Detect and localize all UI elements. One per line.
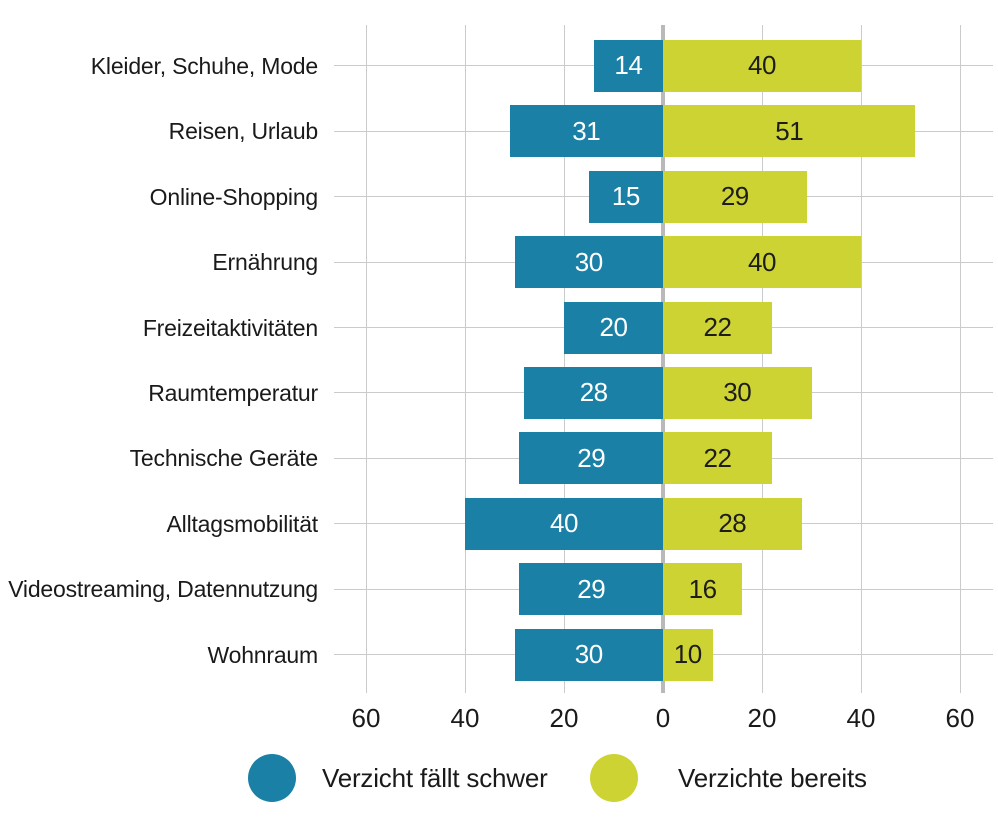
bar-value-label: 16 (688, 573, 717, 604)
bar-value-label: 29 (577, 442, 606, 473)
bar-verzichte-bereits: 28 (663, 497, 802, 550)
bar-verzicht-faellt-schwer: 40 (465, 497, 663, 550)
bar-value-label: 10 (673, 639, 702, 670)
bar-value-label: 28 (579, 377, 608, 408)
bar-value-label: 29 (577, 573, 606, 604)
x-axis-tick-label: 20 (549, 703, 579, 733)
legend-swatch-circle-green (590, 754, 638, 802)
legend-label: Verzicht fällt schwer (322, 763, 548, 793)
bar-verzicht-faellt-schwer: 15 (588, 170, 663, 223)
category-label: Videostreaming, Datennutzung (8, 576, 318, 603)
bar-verzicht-faellt-schwer: 30 (514, 236, 663, 289)
bar-verzicht-faellt-schwer: 30 (514, 628, 663, 681)
vertical-gridline (761, 25, 763, 693)
bar-verzichte-bereits: 30 (663, 366, 812, 419)
bar-value-label: 30 (574, 639, 603, 670)
vertical-gridline (959, 25, 961, 693)
bar-verzicht-faellt-schwer: 20 (564, 301, 663, 354)
bar-verzichte-bereits: 10 (663, 628, 713, 681)
bar-value-label: 31 (572, 115, 601, 146)
bar-verzichte-bereits: 40 (663, 39, 861, 92)
x-axis-tick-label: 40 (846, 703, 876, 733)
bar-value-label: 40 (748, 50, 776, 81)
legend-swatch-circle-blue (248, 754, 296, 802)
category-label: Kleider, Schuhe, Mode (90, 52, 318, 79)
bar-verzichte-bereits: 29 (663, 170, 807, 223)
bar-verzicht-faellt-schwer: 28 (524, 366, 663, 419)
x-axis-tick-label: 60 (351, 703, 381, 733)
zero-axis-line (661, 25, 665, 693)
bar-value-label: 40 (748, 246, 776, 277)
category-label: Ernährung (212, 249, 318, 276)
category-label: Technische Geräte (129, 445, 319, 472)
vertical-gridline (563, 25, 565, 693)
bar-verzichte-bereits: 16 (663, 563, 743, 616)
category-label: Wohnraum (207, 641, 319, 668)
bar-verzicht-faellt-schwer: 14 (593, 39, 663, 92)
bar-value-label: 30 (723, 377, 752, 408)
bar-verzicht-faellt-schwer: 29 (519, 432, 663, 485)
bar-verzichte-bereits: 22 (663, 432, 772, 485)
category-label: Reisen, Urlaub (168, 118, 319, 145)
bar-value-label: 14 (614, 50, 643, 81)
x-axis-tick-label: 40 (450, 703, 480, 733)
category-label: Freizeitaktivitäten (142, 314, 318, 341)
vertical-gridline (365, 25, 367, 693)
legend: Verzicht fällt schwer Verzichte bereits (0, 740, 998, 821)
bar-verzichte-bereits: 40 (663, 236, 861, 289)
bar-value-label: 30 (574, 246, 603, 277)
bar-verzichte-bereits: 51 (663, 105, 916, 158)
bar-value-label: 29 (720, 181, 749, 212)
bar-value-label: 20 (599, 312, 628, 342)
category-label: Alltagsmobilität (166, 510, 319, 537)
category-label: Online-Shopping (149, 183, 319, 210)
bar-value-label: 28 (718, 508, 747, 539)
vertical-gridline (860, 25, 862, 693)
bar-value-label: 15 (611, 181, 640, 212)
bar-verzichte-bereits: 22 (663, 301, 772, 354)
bar-verzicht-faellt-schwer: 29 (519, 563, 663, 616)
legend-label: Verzichte bereits (678, 763, 867, 793)
vertical-gridline (464, 25, 466, 693)
x-axis-tick-label: 0 (655, 703, 671, 733)
x-axis-tick-label: 60 (945, 703, 975, 733)
bar-verzicht-faellt-schwer: 31 (509, 105, 663, 158)
bar-value-label: 51 (775, 115, 804, 146)
bar-value-label: 40 (550, 508, 578, 539)
x-axis-tick-label: 20 (747, 703, 777, 733)
bar-value-label: 22 (703, 312, 732, 342)
bar-value-label: 22 (703, 442, 732, 473)
category-label: Raumtemperatur (148, 379, 318, 406)
